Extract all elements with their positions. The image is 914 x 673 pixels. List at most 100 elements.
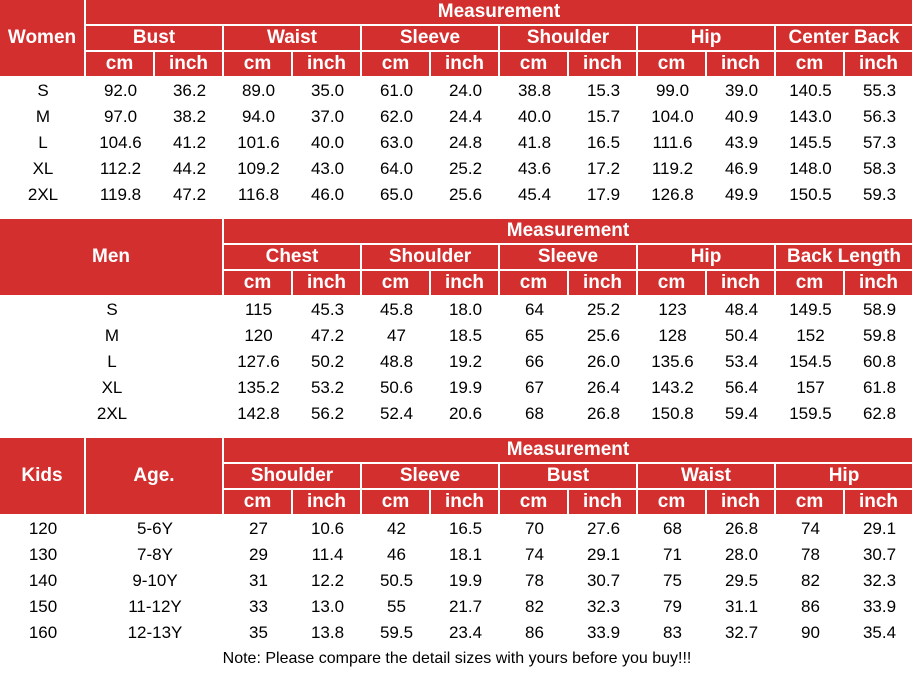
row-label: S [37, 81, 49, 100]
row-label: 11-12Y [128, 597, 182, 616]
cell-value: 115 [244, 300, 273, 319]
unit-header: cm [362, 271, 431, 297]
cell-value: 109.2 [237, 159, 280, 178]
cell-value: 32.7 [724, 623, 759, 642]
cell-value: 64.0 [379, 159, 414, 178]
cell-value: 39.0 [724, 81, 759, 100]
cell-value: 68 [663, 519, 682, 538]
cell-value: 55.3 [862, 81, 897, 100]
cell-value: 157 [796, 378, 825, 397]
row-label: L [38, 133, 48, 152]
cell-value: 18.5 [448, 326, 483, 345]
cell-value: 55 [387, 597, 406, 616]
group-header: Measurement [224, 219, 914, 245]
cell-value: 50.6 [379, 378, 414, 397]
cell-value: 25.6 [586, 326, 621, 345]
cell-value: 119.2 [651, 159, 694, 178]
cell-value: 112.2 [99, 159, 142, 178]
unit-header: inch [569, 490, 638, 516]
cell-value: 17.2 [586, 159, 621, 178]
cell-value: 25.2 [448, 159, 483, 178]
cell-value: 97.0 [103, 107, 138, 126]
cell-value: 154.5 [789, 352, 832, 371]
cell-value: 36.2 [172, 81, 207, 100]
row-label: 150 [28, 597, 58, 616]
row-header: Men [0, 219, 224, 297]
cell-value: 111.6 [652, 133, 693, 152]
cell-value: 86 [801, 597, 820, 616]
cell-value: 35 [249, 623, 268, 642]
row-label: M [104, 326, 120, 345]
cell-value: 46.9 [724, 159, 759, 178]
unit-header: inch [293, 490, 362, 516]
cell-value: 140.5 [789, 81, 832, 100]
measure-header: Bust [500, 464, 638, 490]
unit-header: cm [776, 271, 845, 297]
cell-value: 82 [525, 597, 544, 616]
cell-value: 33.9 [586, 623, 621, 642]
cell-value: 152 [796, 326, 825, 345]
row-label: 120 [28, 519, 58, 538]
cell-value: 18.0 [448, 300, 483, 319]
unit-header: inch [569, 52, 638, 78]
cell-value: 135.2 [237, 378, 280, 397]
cell-value: 18.1 [448, 545, 483, 564]
cell-value: 116.8 [237, 185, 280, 204]
cell-value: 104.0 [651, 107, 694, 126]
unit-header: inch [707, 52, 776, 78]
cell-value: 33 [249, 597, 268, 616]
cell-value: 43.6 [517, 159, 552, 178]
unit-header: cm [776, 490, 845, 516]
cell-value: 60.8 [862, 352, 897, 371]
cell-value: 53.2 [310, 378, 345, 397]
measure-header: Sleeve [362, 464, 500, 490]
cell-value: 143.0 [789, 107, 832, 126]
cell-value: 13.0 [310, 597, 345, 616]
cell-value: 120 [244, 326, 273, 345]
cell-value: 24.8 [448, 133, 483, 152]
cell-value: 47 [387, 326, 406, 345]
cell-value: 149.5 [789, 300, 832, 319]
cell-value: 47.2 [172, 185, 207, 204]
unit-header: inch [431, 52, 500, 78]
measure-header: Waist [638, 464, 776, 490]
unit-header: cm [224, 271, 293, 297]
cell-value: 16.5 [586, 133, 621, 152]
cell-value: 25.2 [586, 300, 621, 319]
row-label: 140 [28, 571, 58, 590]
row-label: 5-6Y [137, 519, 173, 538]
cell-value: 46.0 [310, 185, 345, 204]
row-label: L [107, 352, 117, 371]
measure-header: Sleeve [362, 26, 500, 52]
cell-value: 13.8 [310, 623, 345, 642]
cell-value: 53.4 [724, 352, 759, 371]
cell-value: 15.7 [586, 107, 621, 126]
measure-header: Center Back [776, 26, 914, 52]
unit-header: cm [638, 490, 707, 516]
cell-value: 48.4 [724, 300, 759, 319]
row-label: 130 [28, 545, 58, 564]
cell-value: 50.4 [724, 326, 759, 345]
cell-value: 123 [658, 300, 687, 319]
cell-value: 28.0 [724, 545, 759, 564]
cell-value: 59.3 [862, 185, 897, 204]
measure-header: Chest [224, 245, 362, 271]
cell-value: 127.6 [237, 352, 280, 371]
cell-value: 17.9 [586, 185, 621, 204]
unit-header: inch [845, 52, 914, 78]
cell-value: 94.0 [241, 107, 276, 126]
cell-value: 15.3 [586, 81, 621, 100]
cell-value: 37.0 [310, 107, 345, 126]
cell-value: 46 [387, 545, 406, 564]
cell-value: 59.8 [862, 326, 897, 345]
cell-value: 29.1 [862, 519, 897, 538]
cell-value: 148.0 [789, 159, 832, 178]
row-header: Kids [0, 438, 86, 516]
cell-value: 68 [525, 404, 544, 423]
cell-value: 82 [801, 571, 820, 590]
cell-value: 74 [801, 519, 820, 538]
cell-value: 83 [663, 623, 682, 642]
unit-header: cm [500, 52, 569, 78]
cell-value: 29.5 [724, 571, 759, 590]
